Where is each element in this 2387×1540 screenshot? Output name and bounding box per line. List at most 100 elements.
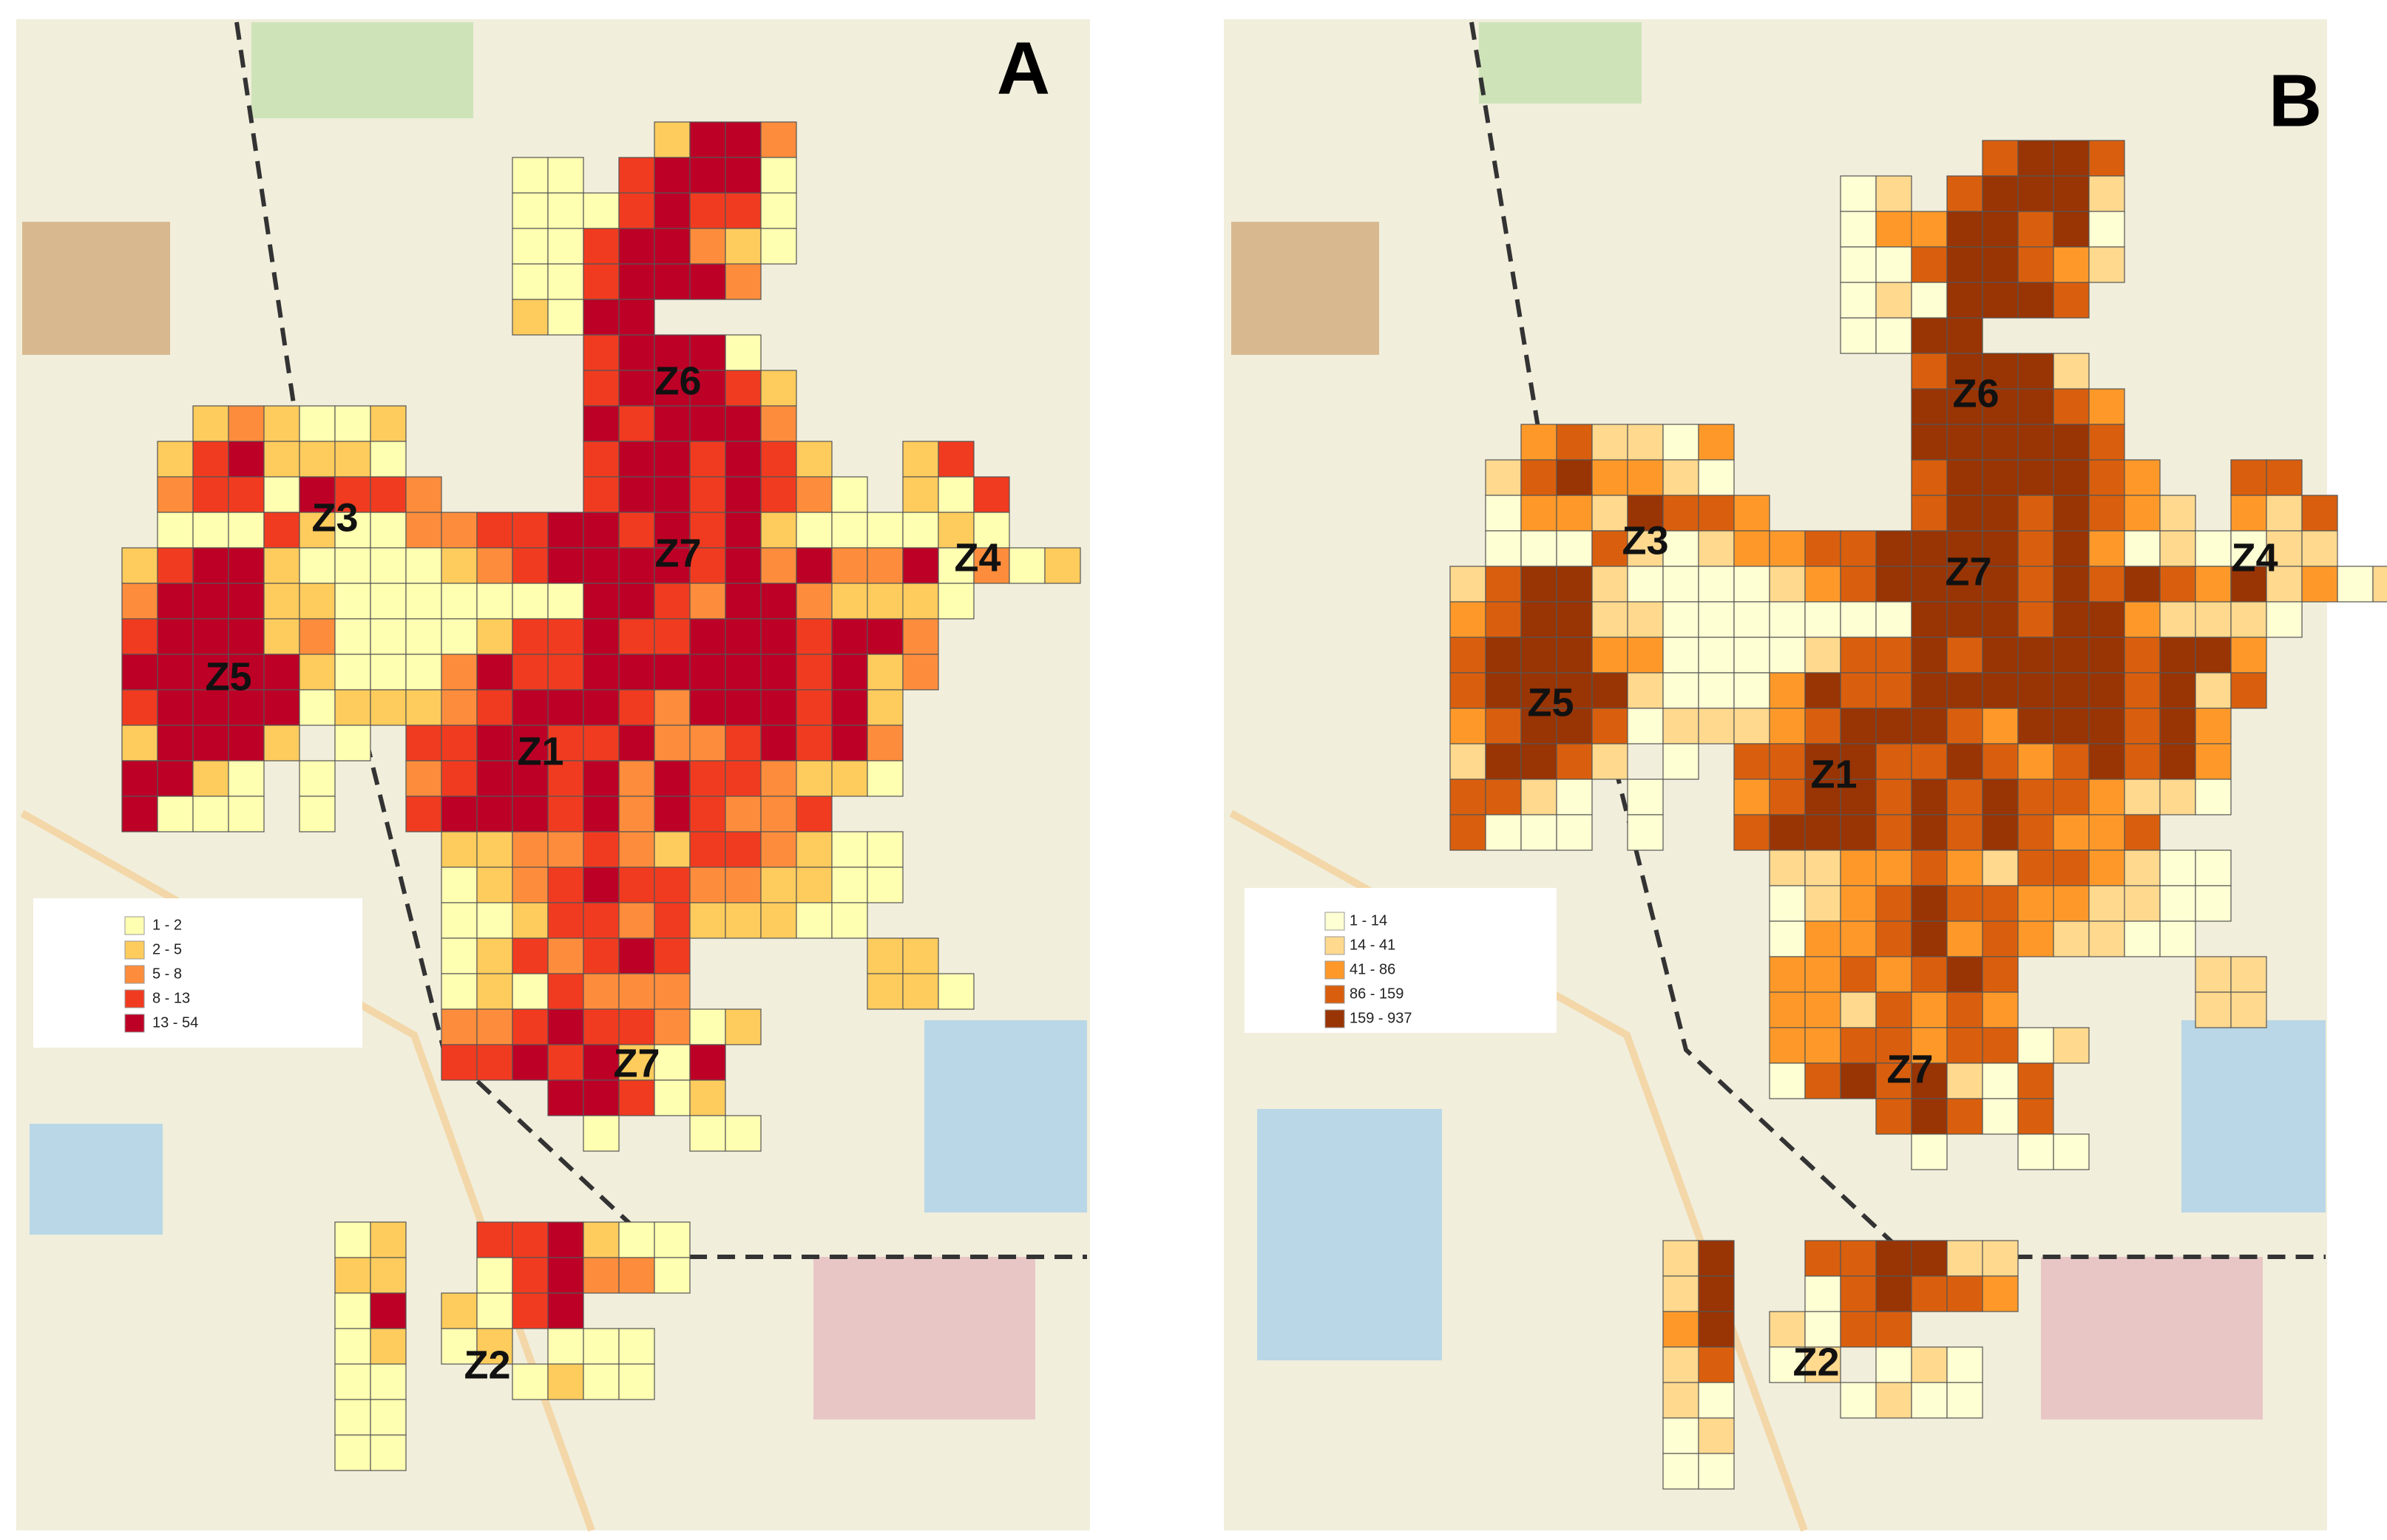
- grid-cell: [583, 760, 620, 797]
- grid-cell: [1698, 424, 1735, 461]
- legend-label: 41 - 86: [1350, 961, 1395, 977]
- grid-cell: [1662, 743, 1699, 780]
- grid-cell: [1840, 672, 1877, 709]
- grid-cell: [1044, 547, 1081, 584]
- grid-cell: [192, 512, 229, 549]
- grid-cell: [1911, 388, 1948, 425]
- grid-cell: [1698, 601, 1735, 638]
- grid-cell: [476, 618, 513, 655]
- grid-cell: [1733, 672, 1770, 709]
- zone-label: Z4: [2231, 535, 2278, 580]
- grid-cell: [2266, 601, 2303, 638]
- grid-cell: [583, 263, 620, 300]
- grid-cell: [618, 1079, 655, 1116]
- grid-cell: [831, 866, 868, 903]
- grid-cell: [547, 547, 584, 584]
- grid-cell: [299, 654, 336, 691]
- grid-cell: [654, 937, 691, 974]
- grid-cell: [725, 760, 762, 797]
- grid-cell: [2017, 175, 2054, 212]
- zone-label: Z6: [654, 359, 701, 403]
- grid-cell: [228, 547, 265, 584]
- grid-cell: [1911, 459, 1948, 496]
- grid-cell: [1662, 495, 1699, 532]
- grid-cell: [2088, 814, 2125, 851]
- grid-cell: [441, 1044, 478, 1081]
- grid-cell: [2124, 495, 2161, 532]
- grid-cell: [654, 192, 691, 229]
- grid-cell: [192, 760, 229, 797]
- legend-label: 14 - 41: [1350, 937, 1395, 953]
- grid-cell: [689, 902, 726, 939]
- legend-label: 8 - 13: [152, 990, 190, 1006]
- grid-cell: [2017, 1098, 2054, 1135]
- grid-cell: [654, 1008, 691, 1045]
- grid-cell: [1875, 991, 1912, 1028]
- grid-cell: [2017, 1027, 2054, 1064]
- grid-cell: [2017, 849, 2054, 886]
- grid-cell: [1804, 1062, 1841, 1099]
- grid-cell: [1662, 459, 1699, 496]
- grid-cell: [334, 1363, 371, 1400]
- grid-cell: [2088, 530, 2125, 567]
- grid-cell: [583, 1115, 620, 1152]
- grid-cell: [512, 583, 549, 620]
- grid-cell: [547, 1328, 584, 1365]
- grid-cell: [1982, 246, 2019, 283]
- grid-cell: [2124, 920, 2161, 957]
- zone-label: Z5: [1527, 680, 1574, 725]
- grid-cell: [583, 866, 620, 903]
- grid-cell: [618, 334, 655, 371]
- grid-cell: [157, 476, 194, 513]
- grid-cell: [831, 831, 868, 868]
- grid-cell: [2230, 495, 2267, 532]
- zone-label: Z7: [654, 531, 701, 575]
- grid-cell: [2053, 282, 2090, 319]
- grid-cell: [1804, 991, 1841, 1028]
- grid-cell: [1875, 1311, 1912, 1348]
- grid-cell: [2088, 211, 2125, 248]
- grid-cell: [441, 1008, 478, 1045]
- grid-cell: [1911, 1382, 1948, 1419]
- grid-cell: [2372, 566, 2387, 603]
- grid-cell: [2088, 672, 2125, 709]
- grid-cell: [654, 618, 691, 655]
- grid-cell: [1769, 779, 1806, 815]
- grid-cell: [1982, 1027, 2019, 1064]
- grid-cell: [370, 441, 407, 478]
- grid-cell: [1911, 1240, 1948, 1277]
- grid-cell: [1698, 566, 1735, 603]
- grid-cell: [689, 441, 726, 478]
- legend-label: 1 - 2: [152, 917, 182, 933]
- grid-cell: [2159, 495, 2196, 532]
- grid-cell: [1840, 1275, 1877, 1312]
- grid-cell: [2088, 849, 2125, 886]
- grid-cell: [441, 689, 478, 726]
- grid-cell: [512, 796, 549, 832]
- grid-cell: [2053, 779, 2090, 815]
- grid-cell: [192, 441, 229, 478]
- grid-cell: [1449, 601, 1486, 638]
- grid-cell: [263, 547, 300, 584]
- grid-cell: [157, 618, 194, 655]
- grid-cell: [547, 512, 584, 549]
- grid-cell: [2159, 530, 2196, 567]
- grid-cell: [689, 1008, 726, 1045]
- grid-cell: [831, 476, 868, 513]
- grid-cell: [2017, 495, 2054, 532]
- grid-cell: [2337, 566, 2374, 603]
- grid-cell: [583, 831, 620, 868]
- grid-cell: [618, 583, 655, 620]
- grid-cell: [1698, 530, 1735, 567]
- grid-cell: [1946, 530, 1983, 567]
- grid-cell: [1875, 1382, 1912, 1419]
- grid-cell: [760, 370, 797, 407]
- grid-cell: [831, 512, 868, 549]
- grid-cell: [618, 405, 655, 442]
- grid-cell: [1946, 1275, 1983, 1312]
- grid-cell: [405, 618, 442, 655]
- grid-cell: [1591, 708, 1628, 744]
- grid-cell: [1875, 1062, 1912, 1099]
- grid-cell: [2301, 566, 2338, 603]
- grid-cell: [2017, 708, 2054, 744]
